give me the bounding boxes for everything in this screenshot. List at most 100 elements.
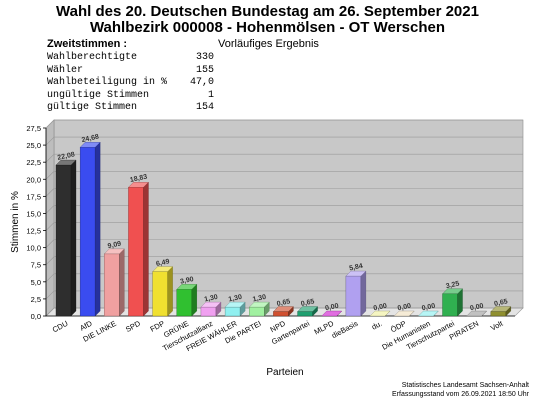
stat-value: 330 [195,52,214,63]
bar [442,293,458,317]
stat-label: gültige Stimmen [47,102,138,113]
bar-value-label: 0,00 [469,303,484,313]
bar-top [321,310,343,317]
x-tick-label: dieBasis [330,319,359,340]
bar-top [176,284,198,290]
bar-side [70,159,77,317]
zweitstimmen-label: Zweitstimmen : [47,38,128,50]
stat-label: ungültige Stimmen [47,89,150,101]
bar-top [273,306,294,312]
bar [200,306,217,317]
bar-side [360,270,367,317]
grid-line-depth [45,119,55,129]
stat-value: 1 [207,89,214,101]
stat-row: Wahlbeteiligung in % 47,0 [47,77,217,90]
bar [490,311,507,317]
bar [297,311,313,317]
grid-line-depth [45,307,55,317]
bar-value-label: 0,00 [397,303,412,313]
y-tick-label: 20,0 [26,175,41,184]
bar-side [95,141,101,317]
y-axis-title: Stimmen in % [10,191,21,253]
bar [104,253,120,317]
bar-side [167,266,173,317]
bar-value-label: 6,49 [155,258,170,268]
bar-top [152,266,173,272]
bar-value-label: 0,00 [421,303,436,313]
bar-value-label: 0,00 [325,303,340,313]
stat-row: gültige Stimmen 154 [47,102,217,115]
x-axis-title: Parteien [266,367,303,378]
x-tick-label: SPD [124,319,142,334]
grid-line-depth [45,273,55,283]
stat-row: Wähler 155 [47,65,217,78]
x-tick-label: Volt [489,318,505,332]
bar-value-label: 5,84 [349,263,364,273]
bar [79,147,96,317]
bar-top [442,288,463,294]
grid-line-depth [45,188,55,197]
y-tick-label: 22,5 [26,158,41,167]
grid-line-depth [45,205,55,214]
bar-side [191,283,197,317]
bar-value-label: 9,09 [107,241,122,251]
y-tick-label: 0,0 [31,312,41,321]
footer-source: Statistisches Landesamt Sachsen-Anhalt [401,382,529,389]
bar-value-label: 0,65 [494,298,509,308]
bar-value-label: 1,30 [252,294,267,304]
y-tick-label: 27,5 [26,124,41,133]
bar-value-label: 1,30 [228,294,243,304]
bar [345,275,362,317]
x-tick-label: du. [370,319,383,332]
plot-side-wall [45,119,55,317]
stat-row: ungültige Stimmen 1 [47,90,217,103]
y-tick-label: 25,0 [26,141,41,150]
y-tick-label: 2,5 [31,295,41,304]
grid-line-depth [45,239,55,248]
bar [176,289,192,317]
stat-label: Wähler [47,64,84,76]
bar [128,187,144,317]
stats-table: Wahlberechtigte 330 Wähler 155 Wahlbeteili… [47,52,217,115]
chart-title-line2: Wahlbezirk 000008 - Hohenmölsen - OT Wer… [89,19,446,36]
bar-top [200,301,222,308]
bar-top [466,310,488,317]
bar-value-label: 22,08 [57,151,76,162]
bar-value-label: 24,68 [81,134,100,145]
bar-side [143,181,149,317]
bar-value-label: 1,30 [204,294,219,304]
chart-title-line1: Wahl des 20. Deutschen Bundestag am 26. … [56,3,479,20]
y-tick-label: 12,5 [26,227,41,236]
bar-value-label: 3,25 [445,280,460,290]
y-tick-label: 15,0 [26,209,41,218]
bar-side [119,248,125,317]
footer-timestamp: Erfassungsstand vom 26.09.2021 18:50 Uhr [392,391,529,398]
grid-line-depth [45,153,55,163]
bar-value-label: 18,83 [129,174,148,185]
bar-top [79,142,101,148]
stat-label: Wahlbeteiligung in % [47,77,168,88]
bar [55,164,72,317]
y-tick-label: 7,5 [31,261,41,270]
bar-value-label: 0,65 [300,298,315,308]
grid-line-depth [45,136,55,146]
x-tick-label: CDU [51,319,70,335]
bar-top [393,310,415,317]
bar-top [297,306,318,312]
stat-value: 155 [195,64,214,76]
bar-value-label: 0,00 [373,303,388,313]
bar-top [369,310,391,317]
bar [152,271,168,317]
stat-value: 154 [195,102,214,113]
bar [249,306,265,317]
bar-top [418,310,439,317]
stat-value: 47,0 [189,77,214,88]
bar-value-label: 3,90 [180,276,195,286]
grid-line-depth [45,290,55,300]
y-tick-label: 5,0 [31,278,41,287]
bar-top [490,306,512,312]
bar-value-label: 0,65 [276,298,291,308]
stat-row: Wahlberechtigte 330 [47,52,217,65]
y-tick-label: 10,0 [26,244,41,253]
